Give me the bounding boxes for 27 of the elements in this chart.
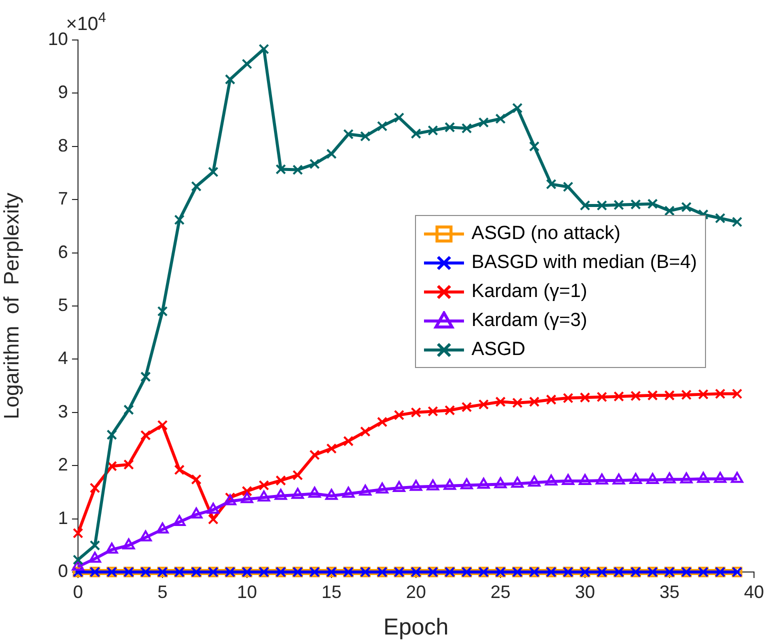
y-tick-label: 2 [58,454,68,475]
y-tick-label: 3 [58,401,68,422]
x-tick-label: 0 [72,582,84,602]
legend-label: ASGD (no attack) [472,222,620,244]
x-tick-label: 35 [659,582,680,602]
y-tick-label: 1 [58,508,68,528]
legend-label: BASGD with median (B=4) [472,252,697,274]
y-tick-label: 6 [58,242,68,262]
y-tick-label: 4 [58,348,68,368]
x-axis-title: Epoch [383,614,449,640]
y-tick-label: 7 [58,188,68,209]
y-tick-label: 10 [48,28,68,49]
x-tick-label: 25 [490,582,511,602]
legend-label: ASGD [472,338,526,360]
y-tick-label: 0 [58,560,68,581]
y-axis-title: Logarithm of Perplexity [0,192,24,420]
y-tick-label: 5 [58,294,68,315]
y-tick-label: 8 [58,135,68,156]
x-tick-label: 20 [406,582,426,602]
x-tick-label: 5 [157,582,168,602]
legend-label: Kardam (γ=1) [472,280,588,302]
y-tick-label: 9 [58,82,68,102]
x-tick-label: 30 [574,582,596,602]
x-tick-label: 10 [236,582,258,602]
legend-label: Kardam (γ=3) [472,310,588,332]
x-tick-label: 15 [321,582,342,602]
x-tick-label: 40 [744,582,764,602]
